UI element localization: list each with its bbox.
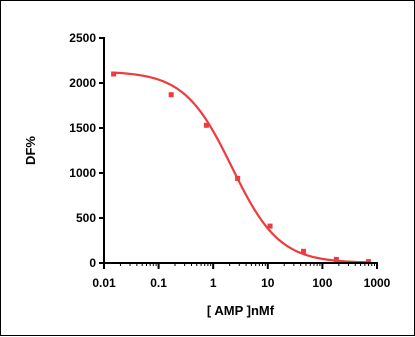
x-tick-label: 0.01: [92, 276, 116, 290]
y-tick-label: 0: [89, 256, 96, 270]
y-tick-label: 2500: [69, 31, 96, 45]
x-tick-label: 1000: [364, 276, 391, 290]
y-axis-ticks: 0 500 1000 1500 2000 2500: [69, 31, 104, 270]
y-tick-label: 1500: [69, 121, 96, 135]
y-tick-label: 2000: [69, 76, 96, 90]
data-point: [203, 122, 209, 128]
data-point: [366, 259, 372, 265]
x-tick-label: 1: [210, 276, 217, 290]
x-axis-title: [ AMP ]nMf: [207, 303, 275, 318]
y-tick-label: 1000: [69, 166, 96, 180]
data-points: [111, 71, 372, 265]
x-axis-ticks: 0.01 0.1 1 10 100 1000: [92, 263, 391, 290]
data-point: [235, 175, 241, 181]
x-tick-label: 10: [261, 276, 275, 290]
x-tick-label: 0.1: [150, 276, 167, 290]
y-tick-label: 500: [76, 211, 96, 225]
data-point: [111, 71, 117, 77]
x-tick-label: 100: [312, 276, 332, 290]
data-point: [267, 223, 273, 229]
data-point: [333, 256, 339, 262]
data-point: [168, 92, 174, 98]
y-axis-title: DF%: [23, 136, 38, 165]
fit-curve: [113, 71, 369, 264]
data-point: [300, 248, 306, 254]
